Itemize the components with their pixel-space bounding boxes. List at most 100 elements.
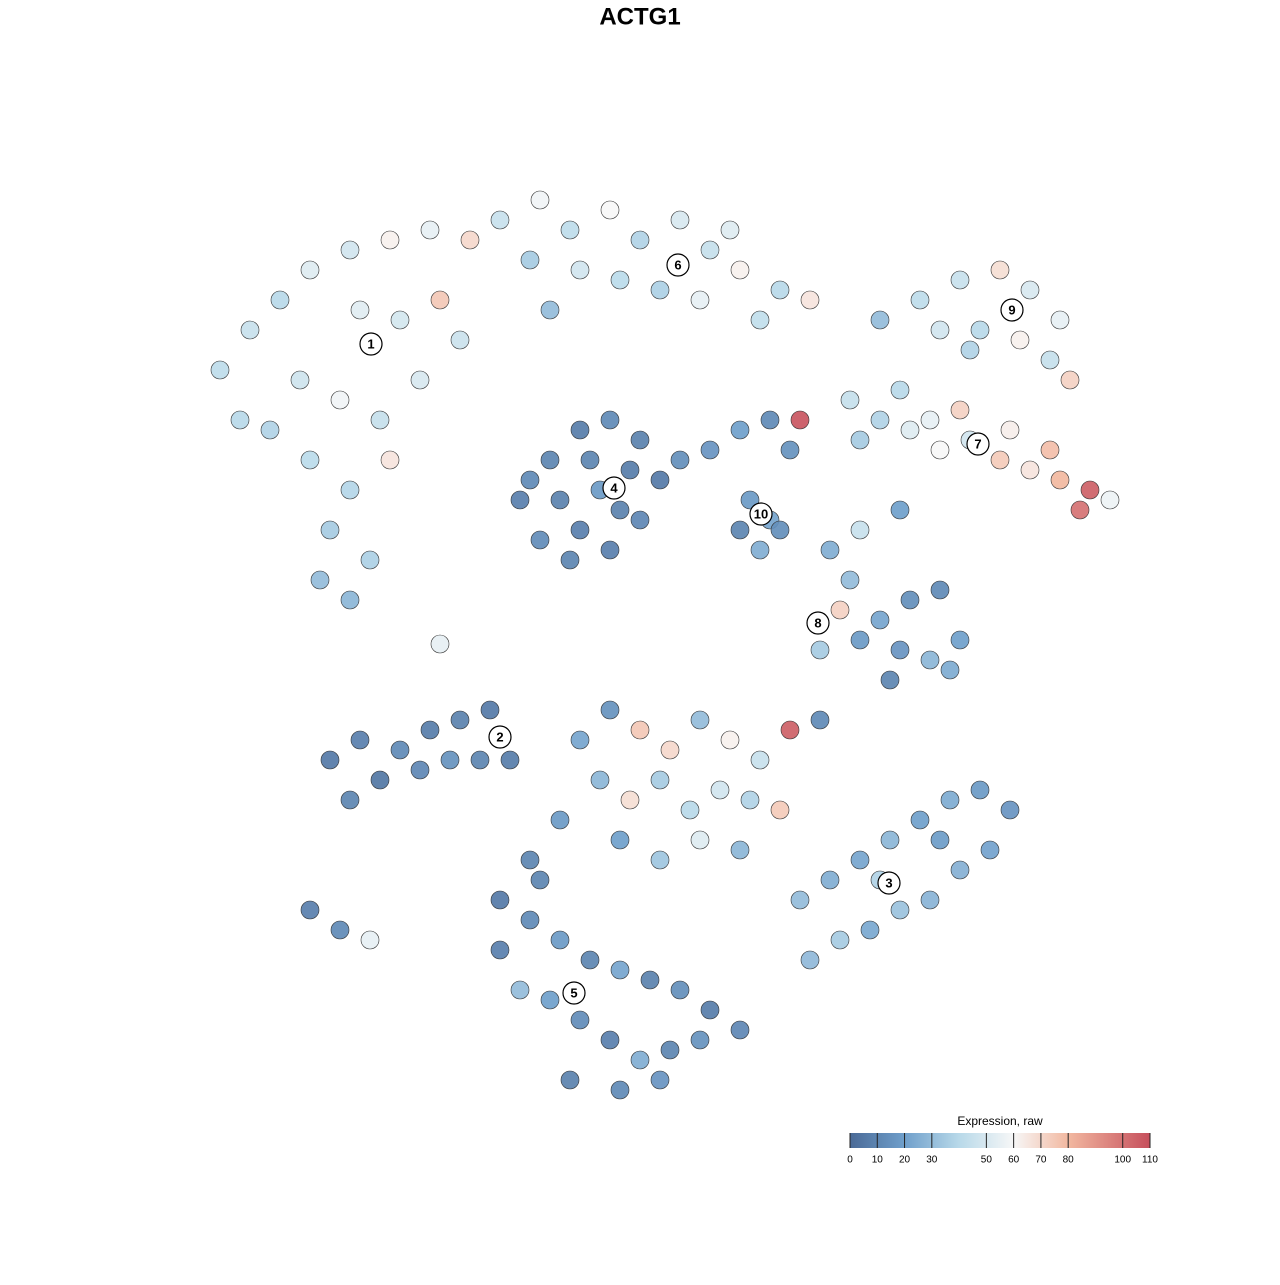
point (330, 390, 350, 410)
point (650, 770, 670, 790)
point (790, 410, 810, 430)
point (570, 420, 590, 440)
cluster-label: 6 (674, 257, 681, 272)
point (770, 280, 790, 300)
colorbar-tick-label: 70 (1035, 1155, 1047, 1166)
point (390, 740, 410, 760)
point (940, 790, 960, 810)
point (560, 220, 580, 240)
point (670, 450, 690, 470)
point (480, 700, 500, 720)
point (450, 710, 470, 730)
point (420, 220, 440, 240)
point (340, 790, 360, 810)
cluster-labels: 1 2 3 4 5 6 7 8 9 10 (359, 253, 1024, 1005)
point (600, 540, 620, 560)
point (1020, 280, 1040, 300)
chart-title: ACTG1 (599, 3, 680, 30)
point (840, 570, 860, 590)
point (900, 420, 920, 440)
point (340, 590, 360, 610)
point (380, 450, 400, 470)
point (730, 260, 750, 280)
point (650, 1070, 670, 1090)
colorbar-tick-label: 30 (926, 1155, 938, 1166)
point (950, 270, 970, 290)
colorbar-tick-label: 20 (899, 1155, 911, 1166)
point (290, 370, 310, 390)
point (500, 750, 520, 770)
cluster-marker (666, 253, 690, 277)
point (1100, 490, 1120, 510)
point (370, 770, 390, 790)
point (1080, 480, 1100, 500)
cluster-label: 8 (814, 615, 821, 630)
point (350, 300, 370, 320)
point (830, 930, 850, 950)
point (610, 500, 630, 520)
point (460, 230, 480, 250)
colorbar-tick-label: 50 (981, 1155, 993, 1166)
point (990, 260, 1010, 280)
point (1020, 460, 1040, 480)
point (700, 1000, 720, 1020)
cluster-marker (488, 725, 512, 749)
point (360, 930, 380, 950)
point (600, 1030, 620, 1050)
cluster-marker (877, 871, 901, 895)
point (810, 640, 830, 660)
point (750, 310, 770, 330)
point (800, 950, 820, 970)
point (910, 810, 930, 830)
point (620, 790, 640, 810)
point (880, 830, 900, 850)
cluster-label: 9 (1008, 302, 1015, 317)
point (570, 730, 590, 750)
point (380, 230, 400, 250)
cluster-marker (1000, 298, 1024, 322)
point (1000, 800, 1020, 820)
point (320, 750, 340, 770)
point (1050, 310, 1070, 330)
point (720, 730, 740, 750)
point (730, 840, 750, 860)
point (1050, 470, 1070, 490)
point (550, 490, 570, 510)
point (890, 380, 910, 400)
point (940, 660, 960, 680)
point (990, 450, 1010, 470)
point (730, 520, 750, 540)
colorbar-tick-label: 110 (1142, 1155, 1158, 1166)
point (300, 450, 320, 470)
point (600, 200, 620, 220)
point (950, 860, 970, 880)
point (780, 720, 800, 740)
cluster-marker (806, 611, 830, 635)
point (630, 1050, 650, 1070)
point (210, 360, 230, 380)
point (700, 240, 720, 260)
point (420, 720, 440, 740)
point (870, 310, 890, 330)
point (840, 390, 860, 410)
point (550, 930, 570, 950)
point (620, 460, 640, 480)
point (1070, 500, 1090, 520)
point (320, 520, 340, 540)
point (570, 260, 590, 280)
cluster-label: 3 (885, 875, 892, 890)
point (810, 710, 830, 730)
point (760, 410, 780, 430)
cluster-label: 4 (610, 480, 618, 495)
cluster-label: 7 (974, 436, 981, 451)
point (850, 850, 870, 870)
point (510, 980, 530, 1000)
point (870, 610, 890, 630)
point (1010, 330, 1030, 350)
point (610, 1080, 630, 1100)
point (490, 940, 510, 960)
point (880, 670, 900, 690)
point (930, 320, 950, 340)
point (720, 220, 740, 240)
